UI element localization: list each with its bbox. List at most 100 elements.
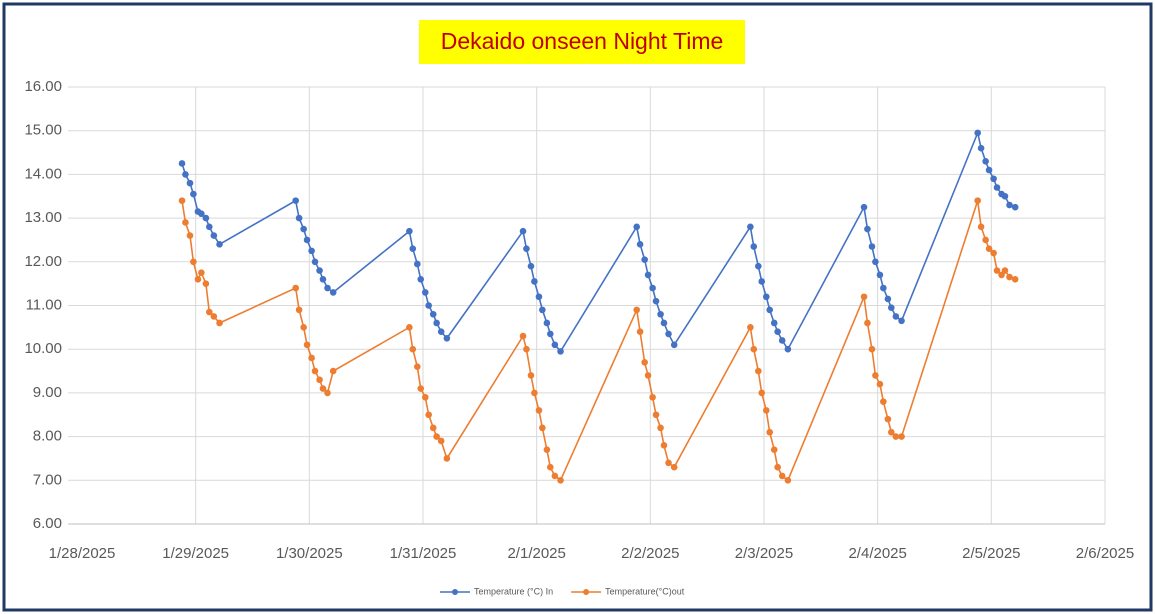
data-point	[766, 428, 773, 436]
data-point	[198, 269, 205, 277]
data-point	[551, 472, 559, 480]
data-point	[864, 225, 871, 233]
y-tick-label: 15.00	[24, 122, 62, 139]
data-point	[409, 345, 417, 353]
data-point	[755, 367, 762, 375]
data-point	[406, 324, 413, 331]
data-point	[425, 411, 432, 419]
data-point	[974, 197, 981, 204]
legend-label: Temperature (°C) In	[474, 586, 553, 596]
data-point	[433, 433, 440, 440]
data-point	[210, 313, 218, 320]
legend-label: Temperature(°C)out	[605, 586, 685, 596]
legend-marker	[583, 589, 590, 595]
chart-title: Dekaido onseen Night Time	[441, 28, 724, 54]
data-point	[303, 236, 311, 244]
x-tick-label: 1/30/2025	[276, 545, 343, 562]
data-point	[421, 289, 429, 296]
data-point	[868, 243, 876, 250]
data-point	[750, 243, 758, 250]
data-point	[747, 223, 754, 231]
data-point	[892, 433, 900, 440]
data-point	[417, 385, 425, 392]
data-point	[216, 241, 223, 248]
data-point	[194, 275, 202, 283]
data-point	[888, 428, 895, 436]
data-point	[750, 345, 758, 353]
data-point	[762, 293, 770, 301]
data-point	[178, 160, 186, 167]
data-point	[985, 245, 993, 252]
data-point	[985, 166, 993, 174]
data-point	[884, 295, 892, 303]
data-point	[888, 304, 895, 311]
data-point	[543, 446, 551, 454]
x-tick-label: 2/5/2025	[962, 545, 1020, 562]
data-point	[190, 190, 197, 198]
y-tick-label: 11.00	[26, 296, 62, 313]
data-point	[523, 345, 530, 353]
data-point	[186, 232, 194, 239]
data-point	[993, 184, 1001, 191]
x-tick-label: 1/28/2025	[49, 545, 116, 562]
y-tick-label: 8.00	[33, 428, 62, 445]
data-point	[633, 306, 640, 314]
data-point	[329, 367, 337, 375]
data-point	[758, 278, 766, 285]
data-point	[657, 424, 664, 432]
x-tick-label: 2/2/2025	[621, 545, 679, 562]
data-point	[644, 271, 652, 279]
data-point	[557, 477, 564, 484]
data-point	[198, 210, 205, 218]
data-point	[633, 223, 640, 231]
data-point	[295, 214, 303, 222]
data-point	[186, 179, 194, 187]
data-point	[774, 463, 781, 471]
data-point	[409, 245, 417, 252]
y-tick-label: 7.00	[33, 471, 62, 488]
data-point	[300, 225, 307, 233]
data-point	[641, 359, 648, 366]
data-point	[644, 372, 652, 379]
data-point	[519, 332, 527, 340]
data-point	[311, 258, 319, 266]
data-point	[860, 293, 868, 301]
data-point	[535, 407, 543, 414]
data-point	[670, 341, 678, 349]
data-point	[1001, 267, 1009, 274]
data-point	[990, 175, 997, 183]
data-point	[443, 334, 451, 342]
data-point	[1001, 192, 1009, 200]
data-point	[295, 306, 303, 314]
data-point	[993, 267, 1001, 274]
data-point	[531, 389, 538, 397]
data-point	[308, 247, 315, 255]
data-point	[519, 227, 527, 235]
data-point	[543, 319, 551, 327]
data-point	[308, 354, 315, 362]
data-point	[539, 306, 546, 314]
x-tick-label: 1/31/2025	[390, 545, 457, 562]
data-point	[547, 330, 554, 338]
data-point	[670, 463, 678, 471]
data-point	[1006, 201, 1013, 209]
data-point	[527, 262, 535, 270]
data-point	[206, 223, 213, 231]
data-point	[557, 348, 564, 355]
data-point	[660, 319, 668, 327]
data-point	[433, 319, 440, 327]
data-point	[652, 297, 660, 305]
y-tick-label: 10.00	[24, 340, 62, 357]
data-point	[425, 302, 432, 309]
data-point	[437, 437, 445, 445]
data-point	[406, 227, 413, 235]
data-point	[539, 424, 546, 432]
data-point	[216, 319, 223, 327]
y-tick-label: 14.00	[24, 165, 62, 182]
data-point	[977, 144, 985, 152]
x-tick-label: 2/6/2025	[1076, 545, 1134, 562]
data-point	[636, 328, 644, 336]
data-point	[535, 293, 543, 301]
data-point	[766, 306, 773, 314]
